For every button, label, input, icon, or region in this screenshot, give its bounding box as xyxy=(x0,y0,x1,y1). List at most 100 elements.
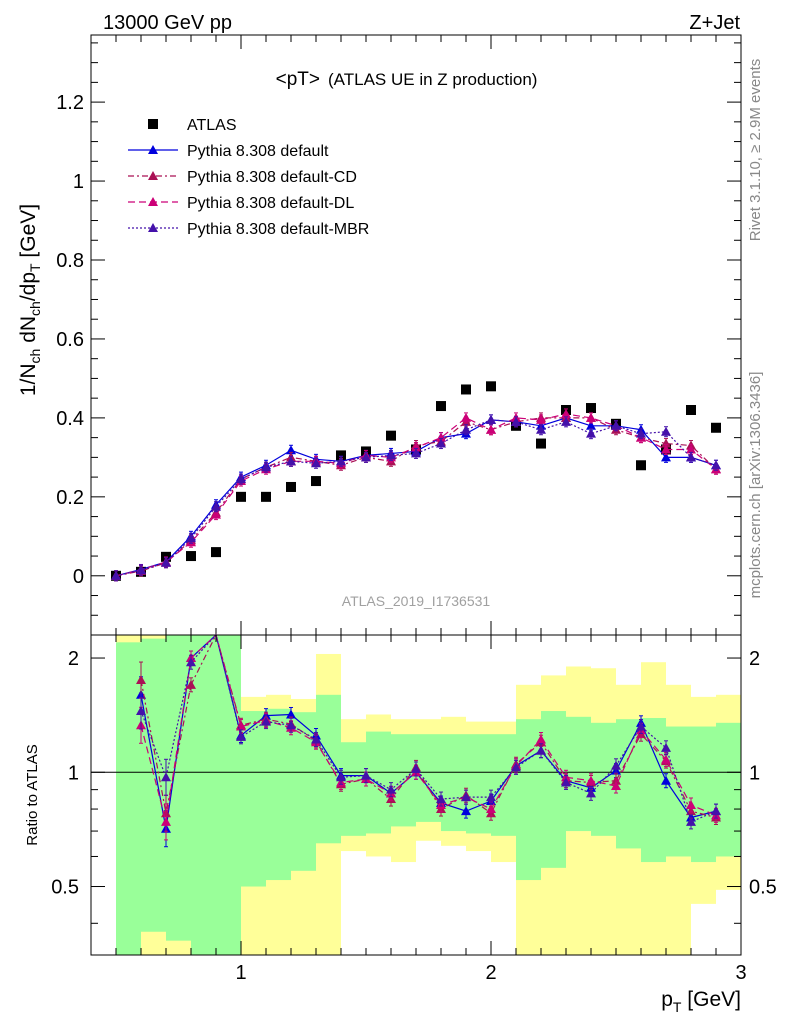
xlabel-unit: [GeV] xyxy=(681,988,741,1011)
data-point-marker xyxy=(148,171,158,180)
data-point-marker xyxy=(711,460,721,470)
ylabel-part: 1/N xyxy=(17,363,40,396)
ylabel-part: dN xyxy=(17,316,40,349)
data-point-marker xyxy=(286,456,296,466)
data-point-marker xyxy=(186,657,196,667)
data-point-marker xyxy=(486,424,496,434)
uncertainty-band-inner xyxy=(391,734,416,827)
atlas-data-point xyxy=(536,438,546,449)
data-point-marker xyxy=(561,777,571,787)
ratio-y-tick-label: 2 xyxy=(749,648,760,670)
data-point-marker xyxy=(236,474,246,484)
legend: ATLAS Pythia 8.308 default Pythia 8.308 de… xyxy=(128,117,369,238)
data-point-marker xyxy=(186,533,196,543)
data-point-marker xyxy=(611,781,621,791)
main-title: <pT> xyxy=(276,69,320,90)
data-point-marker xyxy=(361,452,371,462)
atlas-data-point xyxy=(236,491,246,502)
data-point-marker xyxy=(148,145,158,154)
data-point-marker xyxy=(286,720,296,730)
atlas-data-point xyxy=(461,384,471,395)
data-point-marker xyxy=(661,742,671,752)
data-point-marker xyxy=(586,412,596,422)
uncertainty-band-inner xyxy=(466,734,491,834)
data-point-marker xyxy=(336,456,346,466)
legend-label: Pythia 8.308 default xyxy=(187,143,329,160)
ylabel-part: [GeV] xyxy=(17,204,40,264)
data-point-marker xyxy=(711,806,721,816)
ratio-y-tick-label: 1 xyxy=(68,762,79,784)
atlas-data-point xyxy=(436,401,446,412)
data-point-marker xyxy=(136,675,146,685)
ratio-series-line xyxy=(140,633,717,823)
data-point-marker xyxy=(511,416,521,426)
legend-label: Pythia 8.308 default-MBR xyxy=(187,221,369,238)
data-point-marker xyxy=(211,509,221,519)
data-point-marker xyxy=(436,794,446,804)
data-point-marker xyxy=(461,412,471,422)
uncertainty-band-inner xyxy=(291,712,316,871)
atlas-data-point xyxy=(386,430,396,441)
data-point-marker xyxy=(386,784,396,794)
data-point-marker xyxy=(111,570,121,580)
data-point-marker xyxy=(311,734,321,744)
ratio-y-tick-label: 0.5 xyxy=(749,877,777,899)
ylabel-sub: T xyxy=(27,263,43,272)
y-tick-label: 0.6 xyxy=(56,329,84,351)
data-point-marker xyxy=(161,557,171,567)
atlas-data-point xyxy=(311,476,321,487)
data-point-marker xyxy=(411,764,421,774)
data-point-marker xyxy=(661,754,671,764)
data-point-marker xyxy=(586,428,596,438)
uncertainty-band-inner xyxy=(691,726,716,863)
data-point-marker xyxy=(286,709,296,719)
data-point-marker xyxy=(261,716,271,726)
data-point-marker xyxy=(386,450,396,460)
data-point-marker xyxy=(661,444,671,454)
ratio-y-tick-label: 1 xyxy=(749,762,760,784)
data-point-marker xyxy=(561,416,571,426)
atlas-data-point xyxy=(261,491,271,502)
main-panel: 0 0.2 0.4 0.6 0.8 1 1.2 ATLAS_2019_I1736531 <p… xyxy=(17,34,742,636)
uncertainty-band-inner xyxy=(141,638,166,932)
data-point-marker xyxy=(611,760,621,770)
data-point-marker xyxy=(686,799,696,809)
legend-marker xyxy=(148,119,158,129)
data-point-marker xyxy=(636,428,646,438)
data-point-marker xyxy=(411,448,421,458)
data-point-marker xyxy=(586,420,596,430)
data-point-marker xyxy=(461,424,471,434)
y-tick-label: 1.2 xyxy=(56,92,84,114)
data-point-marker xyxy=(511,762,521,772)
uncertainty-band-inner xyxy=(541,711,566,868)
ratio-y-tick-label: 0.5 xyxy=(51,877,79,899)
data-point-marker xyxy=(161,772,171,782)
legend-label: Pythia 8.308 default-CD xyxy=(187,169,357,186)
ylabel-part: /dp xyxy=(17,272,40,301)
main-subtitle: (ATLAS UE in Z production) xyxy=(328,70,537,89)
data-point-marker xyxy=(411,442,421,452)
data-point-marker xyxy=(636,721,646,731)
data-point-marker xyxy=(561,408,571,418)
x-tick-label: 1 xyxy=(235,962,246,984)
y-tick-label: 0.2 xyxy=(56,487,84,509)
data-point-marker xyxy=(436,438,446,448)
atlas-data-point xyxy=(286,481,296,492)
data-point-marker xyxy=(486,414,496,424)
data-point-marker xyxy=(311,458,321,468)
y-tick-label: 0.4 xyxy=(56,408,84,430)
data-point-marker xyxy=(661,452,671,462)
data-point-marker xyxy=(436,432,446,442)
analysis-id-label: ATLAS_2019_I1736531 xyxy=(342,593,491,609)
data-point-marker xyxy=(486,792,496,802)
data-point-marker xyxy=(148,223,158,232)
atlas-data-point xyxy=(711,422,721,433)
data-point-marker xyxy=(611,420,621,430)
data-point-marker xyxy=(461,806,471,816)
uncertainty-band-inner xyxy=(341,742,366,836)
ylabel-sub: ch xyxy=(27,301,43,316)
data-point-marker xyxy=(686,816,696,826)
y-tick-label: 0.8 xyxy=(56,250,84,272)
y-tick-label: 1 xyxy=(73,171,84,193)
